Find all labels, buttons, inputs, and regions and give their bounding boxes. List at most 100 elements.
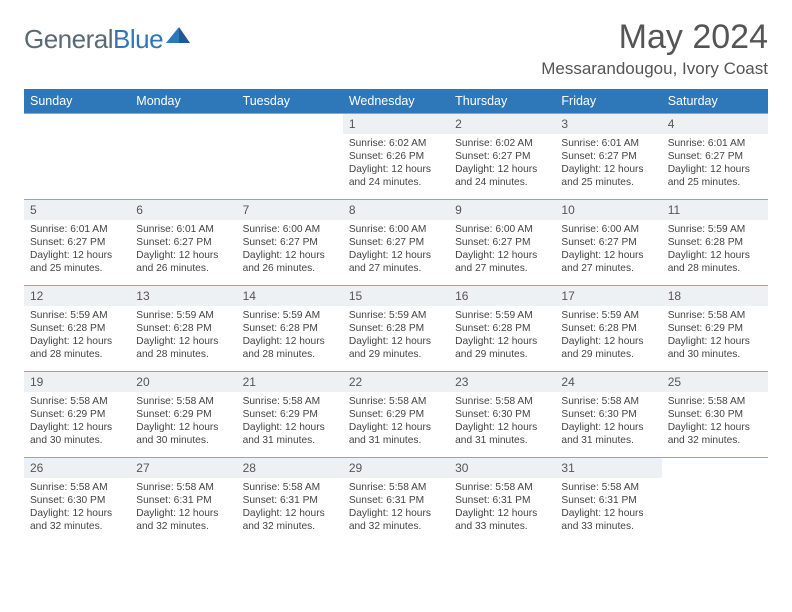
day-number: 25 [662, 372, 768, 392]
sunset-line: Sunset: 6:29 PM [30, 408, 124, 421]
day-details: Sunrise: 5:58 AMSunset: 6:31 PMDaylight:… [555, 478, 661, 537]
sunset-line: Sunset: 6:31 PM [561, 494, 655, 507]
calendar-cell: 31Sunrise: 5:58 AMSunset: 6:31 PMDayligh… [555, 458, 661, 544]
daylight-line: Daylight: 12 hours and 32 minutes. [243, 507, 337, 533]
sunrise-line: Sunrise: 5:59 AM [349, 309, 443, 322]
calendar-cell: 6Sunrise: 6:01 AMSunset: 6:27 PMDaylight… [130, 200, 236, 286]
day-number: 16 [449, 286, 555, 306]
daylight-line: Daylight: 12 hours and 30 minutes. [30, 421, 124, 447]
logo-word2: Blue [113, 24, 163, 54]
daylight-line: Daylight: 12 hours and 26 minutes. [243, 249, 337, 275]
day-details: Sunrise: 5:58 AMSunset: 6:29 PMDaylight:… [662, 306, 768, 365]
daylight-line: Daylight: 12 hours and 24 minutes. [349, 163, 443, 189]
sunset-line: Sunset: 6:28 PM [136, 322, 230, 335]
sunset-line: Sunset: 6:29 PM [349, 408, 443, 421]
day-number: 5 [24, 200, 130, 220]
calendar-cell: 29Sunrise: 5:58 AMSunset: 6:31 PMDayligh… [343, 458, 449, 544]
day-number [662, 458, 768, 464]
day-details: Sunrise: 5:58 AMSunset: 6:30 PMDaylight:… [449, 392, 555, 451]
daylight-line: Daylight: 12 hours and 32 minutes. [668, 421, 762, 447]
sunset-line: Sunset: 6:27 PM [30, 236, 124, 249]
sunset-line: Sunset: 6:29 PM [668, 322, 762, 335]
day-details: Sunrise: 5:58 AMSunset: 6:30 PMDaylight:… [555, 392, 661, 451]
sunset-line: Sunset: 6:29 PM [136, 408, 230, 421]
sunset-line: Sunset: 6:31 PM [243, 494, 337, 507]
sunset-line: Sunset: 6:30 PM [561, 408, 655, 421]
sunset-line: Sunset: 6:27 PM [668, 150, 762, 163]
daylight-line: Daylight: 12 hours and 30 minutes. [136, 421, 230, 447]
daylight-line: Daylight: 12 hours and 32 minutes. [136, 507, 230, 533]
calendar-cell: 26Sunrise: 5:58 AMSunset: 6:30 PMDayligh… [24, 458, 130, 544]
day-details: Sunrise: 5:58 AMSunset: 6:31 PMDaylight:… [237, 478, 343, 537]
title-block: May 2024 Messarandougou, Ivory Coast [541, 18, 768, 79]
week-row: 12Sunrise: 5:59 AMSunset: 6:28 PMDayligh… [24, 286, 768, 372]
sunrise-line: Sunrise: 6:00 AM [455, 223, 549, 236]
daylight-line: Daylight: 12 hours and 25 minutes. [668, 163, 762, 189]
calendar-cell-empty [130, 114, 236, 200]
day-number: 19 [24, 372, 130, 392]
day-header-wednesday: Wednesday [343, 89, 449, 114]
day-header-friday: Friday [555, 89, 661, 114]
sunrise-line: Sunrise: 5:59 AM [136, 309, 230, 322]
daylight-line: Daylight: 12 hours and 29 minutes. [455, 335, 549, 361]
calendar-cell: 7Sunrise: 6:00 AMSunset: 6:27 PMDaylight… [237, 200, 343, 286]
sunrise-line: Sunrise: 5:59 AM [243, 309, 337, 322]
logo: GeneralBlue [24, 24, 191, 55]
sunset-line: Sunset: 6:28 PM [349, 322, 443, 335]
day-details: Sunrise: 6:01 AMSunset: 6:27 PMDaylight:… [24, 220, 130, 279]
day-number: 12 [24, 286, 130, 306]
sunrise-line: Sunrise: 5:59 AM [561, 309, 655, 322]
week-row: 19Sunrise: 5:58 AMSunset: 6:29 PMDayligh… [24, 372, 768, 458]
calendar-cell: 1Sunrise: 6:02 AMSunset: 6:26 PMDaylight… [343, 114, 449, 200]
calendar-cell: 13Sunrise: 5:59 AMSunset: 6:28 PMDayligh… [130, 286, 236, 372]
day-number [237, 114, 343, 120]
daylight-line: Daylight: 12 hours and 33 minutes. [455, 507, 549, 533]
day-number: 20 [130, 372, 236, 392]
daylight-line: Daylight: 12 hours and 27 minutes. [561, 249, 655, 275]
day-number: 13 [130, 286, 236, 306]
day-header-row: SundayMondayTuesdayWednesdayThursdayFrid… [24, 89, 768, 114]
calendar-cell: 23Sunrise: 5:58 AMSunset: 6:30 PMDayligh… [449, 372, 555, 458]
calendar-cell-empty [662, 458, 768, 544]
day-number [130, 114, 236, 120]
day-details: Sunrise: 6:01 AMSunset: 6:27 PMDaylight:… [130, 220, 236, 279]
calendar-cell: 27Sunrise: 5:58 AMSunset: 6:31 PMDayligh… [130, 458, 236, 544]
day-number: 2 [449, 114, 555, 134]
day-header-sunday: Sunday [24, 89, 130, 114]
calendar-cell: 20 Sunrise: 5:58 AMSunset: 6:29 PMDayligh… [130, 372, 236, 458]
sunset-line: Sunset: 6:27 PM [136, 236, 230, 249]
sunrise-line: Sunrise: 5:59 AM [455, 309, 549, 322]
sunset-line: Sunset: 6:28 PM [30, 322, 124, 335]
sunrise-line: Sunrise: 6:00 AM [243, 223, 337, 236]
sunrise-line: Sunrise: 5:58 AM [136, 395, 230, 408]
sunrise-line: Sunrise: 5:58 AM [30, 481, 124, 494]
day-details: Sunrise: 5:59 AMSunset: 6:28 PMDaylight:… [237, 306, 343, 365]
calendar-cell: 22Sunrise: 5:58 AMSunset: 6:29 PMDayligh… [343, 372, 449, 458]
day-details: Sunrise: 5:59 AMSunset: 6:28 PMDaylight:… [343, 306, 449, 365]
daylight-line: Daylight: 12 hours and 26 minutes. [136, 249, 230, 275]
week-row: 5Sunrise: 6:01 AMSunset: 6:27 PMDaylight… [24, 200, 768, 286]
daylight-line: Daylight: 12 hours and 32 minutes. [349, 507, 443, 533]
day-number: 14 [237, 286, 343, 306]
sunrise-line: Sunrise: 6:01 AM [30, 223, 124, 236]
calendar-cell: 25Sunrise: 5:58 AMSunset: 6:30 PMDayligh… [662, 372, 768, 458]
day-number: 10 [555, 200, 661, 220]
daylight-line: Daylight: 12 hours and 30 minutes. [668, 335, 762, 361]
day-number: 17 [555, 286, 661, 306]
day-number: 7 [237, 200, 343, 220]
calendar-cell: 18Sunrise: 5:58 AMSunset: 6:29 PMDayligh… [662, 286, 768, 372]
day-details: Sunrise: 5:58 AMSunset: 6:31 PMDaylight:… [343, 478, 449, 537]
location-subtitle: Messarandougou, Ivory Coast [541, 59, 768, 79]
sunrise-line: Sunrise: 6:01 AM [136, 223, 230, 236]
day-number: 23 [449, 372, 555, 392]
sunset-line: Sunset: 6:28 PM [455, 322, 549, 335]
calendar-cell: 16 Sunrise: 5:59 AMSunset: 6:28 PMDayligh… [449, 286, 555, 372]
calendar-cell: 12Sunrise: 5:59 AMSunset: 6:28 PMDayligh… [24, 286, 130, 372]
day-details: Sunrise: 6:00 AMSunset: 6:27 PMDaylight:… [237, 220, 343, 279]
sunrise-line: Sunrise: 6:01 AM [561, 137, 655, 150]
day-number: 24 [555, 372, 661, 392]
sunrise-line: Sunrise: 5:58 AM [561, 395, 655, 408]
day-details: Sunrise: 5:59 AMSunset: 6:28 PMDaylight:… [24, 306, 130, 365]
day-number: 26 [24, 458, 130, 478]
calendar-cell: 3Sunrise: 6:01 AMSunset: 6:27 PMDaylight… [555, 114, 661, 200]
